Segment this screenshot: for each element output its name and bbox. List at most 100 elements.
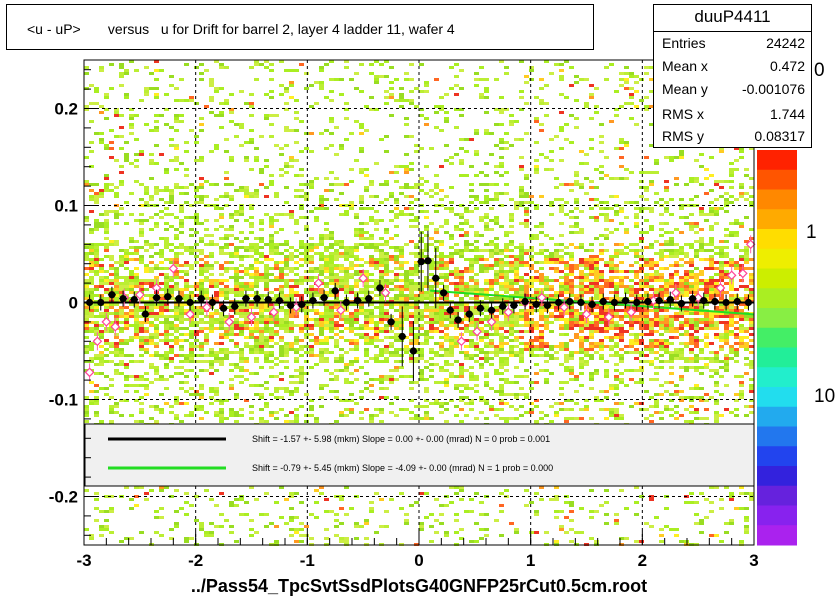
- heat-cell: [379, 306, 384, 309]
- heat-cell: [249, 285, 254, 288]
- heat-cell: [494, 390, 499, 393]
- heat-cell: [114, 282, 119, 285]
- heat-cell: [179, 192, 184, 195]
- heat-cell: [319, 387, 324, 390]
- heat-cell: [119, 171, 124, 174]
- heat-cell: [554, 411, 559, 414]
- heat-cell: [524, 222, 529, 225]
- heat-cell: [404, 186, 409, 189]
- heat-cell: [399, 252, 404, 255]
- heat-cell: [464, 267, 469, 270]
- heat-cell: [99, 354, 104, 357]
- heat-cell: [289, 270, 294, 273]
- heat-cell: [519, 414, 524, 417]
- heat-cell: [89, 279, 94, 282]
- heat-cell: [89, 264, 94, 267]
- heat-cell: [164, 213, 169, 216]
- heat-cell: [199, 318, 204, 321]
- heat-cell: [244, 378, 249, 381]
- heat-cell: [254, 243, 259, 246]
- heat-cell: [444, 339, 449, 342]
- heat-cell: [84, 345, 89, 348]
- heat-cell: [414, 282, 419, 285]
- heat-cell: [594, 168, 599, 171]
- heat-cell: [374, 258, 379, 261]
- heat-cell: [259, 279, 264, 282]
- heat-cell: [284, 498, 289, 501]
- heat-cell: [569, 267, 574, 270]
- heat-cell: [349, 78, 354, 81]
- heat-cell: [134, 258, 139, 261]
- heat-cell: [514, 258, 519, 261]
- heat-cell: [269, 360, 274, 363]
- heat-cell: [299, 528, 304, 531]
- heat-cell: [149, 381, 154, 384]
- heat-cell: [544, 294, 549, 297]
- heat-cell: [414, 285, 419, 288]
- heat-cell: [309, 303, 314, 306]
- heat-cell: [99, 195, 104, 198]
- heat-cell: [399, 273, 404, 276]
- heat-cell: [414, 360, 419, 363]
- heat-cell: [119, 147, 124, 150]
- heat-cell: [409, 339, 414, 342]
- heat-cell: [139, 306, 144, 309]
- heat-cell: [364, 348, 369, 351]
- heat-cell: [574, 318, 579, 321]
- heat-cell: [284, 354, 289, 357]
- heat-cell: [469, 318, 474, 321]
- heat-cell: [104, 213, 109, 216]
- heat-cell: [509, 264, 514, 267]
- heat-cell: [574, 285, 579, 288]
- heat-cell: [119, 315, 124, 318]
- heat-cell: [174, 288, 179, 291]
- heat-cell: [134, 327, 139, 330]
- heat-cell: [374, 81, 379, 84]
- heat-cell: [359, 90, 364, 93]
- heat-cell: [119, 63, 124, 66]
- heat-cell: [454, 387, 459, 390]
- heat-cell: [109, 147, 114, 150]
- heat-cell: [329, 276, 334, 279]
- heat-cell: [369, 180, 374, 183]
- heat-cell: [294, 294, 299, 297]
- heat-cell: [289, 297, 294, 300]
- heat-cell: [584, 279, 589, 282]
- heat-cell: [394, 258, 399, 261]
- heat-cell: [234, 366, 239, 369]
- heat-cell: [224, 237, 229, 240]
- heat-cell: [209, 327, 214, 330]
- heat-cell: [319, 243, 324, 246]
- heat-cell: [179, 225, 184, 228]
- heat-cell: [429, 309, 434, 312]
- heat-cell: [489, 183, 494, 186]
- heat-cell: [499, 264, 504, 267]
- heat-cell: [544, 285, 549, 288]
- heat-cell: [394, 366, 399, 369]
- heat-cell: [444, 267, 449, 270]
- heat-cell: [449, 345, 454, 348]
- heat-cell: [454, 312, 459, 315]
- heat-cell: [309, 132, 314, 135]
- heat-cell: [104, 93, 109, 96]
- heat-cell: [334, 534, 339, 537]
- heat-cell: [294, 348, 299, 351]
- heat-cell: [359, 288, 364, 291]
- heat-cell: [219, 102, 224, 105]
- heat-cell: [589, 258, 594, 261]
- heat-cell: [84, 330, 89, 333]
- heat-cell: [414, 333, 419, 336]
- heat-cell: [89, 291, 94, 294]
- heat-cell: [529, 258, 534, 261]
- heat-cell: [144, 93, 149, 96]
- heat-cell: [249, 288, 254, 291]
- heat-cell: [594, 276, 599, 279]
- heat-cell: [279, 261, 284, 264]
- heat-cell: [554, 255, 559, 258]
- heat-cell: [209, 534, 214, 537]
- heat-cell: [169, 201, 174, 204]
- heat-cell: [519, 330, 524, 333]
- heat-cell: [249, 267, 254, 270]
- heat-cell: [84, 324, 89, 327]
- heat-cell: [129, 354, 134, 357]
